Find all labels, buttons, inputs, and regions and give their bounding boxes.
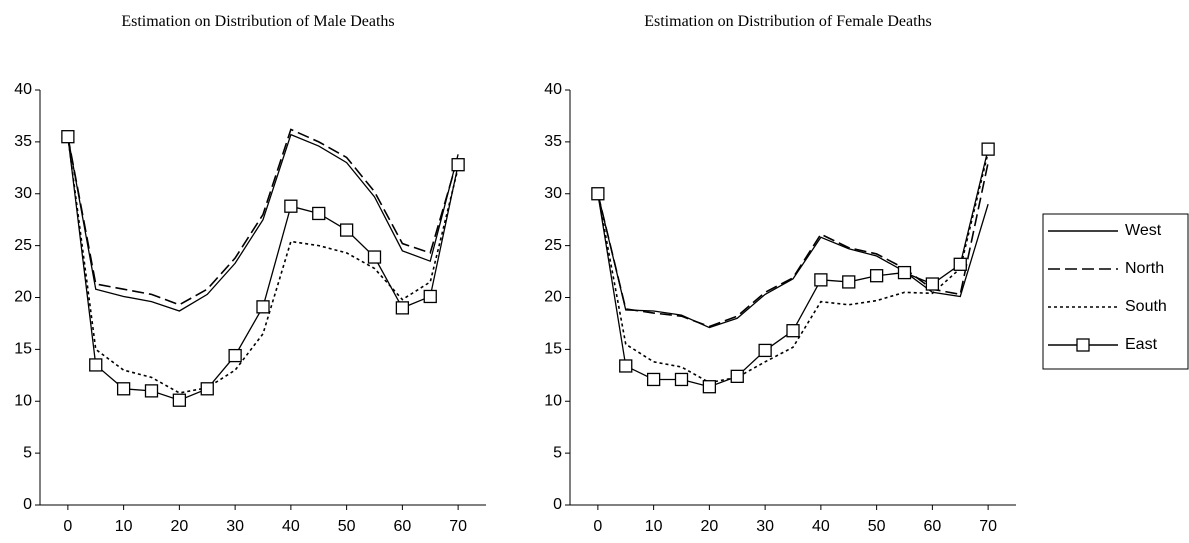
point-marker — [395, 301, 410, 315]
x-tick-label: 50 — [338, 518, 356, 535]
series-line — [597, 162, 989, 328]
chart-title: Estimation on Distribution of Female Dea… — [644, 13, 932, 30]
series-line — [597, 148, 989, 388]
chart-title: Estimation on Distribution of Male Death… — [121, 13, 394, 30]
series-line — [67, 128, 459, 306]
point-marker — [925, 277, 940, 291]
point-marker — [702, 380, 717, 394]
point-marker — [646, 372, 661, 387]
legend-label: East — [1125, 336, 1158, 353]
x-tick-label: 60 — [393, 518, 411, 535]
point-marker — [674, 372, 689, 387]
y-tick-label: 5 — [553, 444, 562, 461]
x-tick-label: 10 — [645, 518, 663, 535]
point-marker — [842, 275, 856, 289]
legend-label: South — [1125, 298, 1167, 315]
x-tick-label: 40 — [812, 518, 830, 535]
series-line — [67, 136, 459, 401]
point-marker — [200, 382, 214, 396]
y-tick-label: 35 — [544, 133, 562, 150]
x-tick-label: 70 — [449, 518, 467, 535]
point-marker — [256, 300, 270, 314]
x-tick-label: 20 — [700, 518, 718, 535]
point-marker — [61, 130, 75, 144]
point-marker — [144, 384, 159, 398]
y-tick-label: 10 — [544, 392, 562, 409]
x-tick-label: 0 — [63, 518, 72, 535]
point-marker — [116, 382, 131, 396]
y-tick-label: 15 — [14, 341, 32, 358]
x-tick-label: 30 — [756, 518, 774, 535]
x-tick-label: 70 — [979, 518, 997, 535]
point-marker — [367, 250, 382, 264]
y-tick-label: 20 — [14, 289, 32, 306]
y-tick-label: 10 — [14, 392, 32, 409]
legend-marker — [1076, 338, 1090, 352]
point-marker — [423, 289, 437, 304]
point-marker — [786, 324, 800, 338]
point-marker — [339, 223, 354, 237]
point-marker — [758, 343, 772, 358]
series-line — [67, 136, 459, 394]
point-marker — [814, 273, 828, 287]
point-marker — [591, 187, 605, 201]
x-tick-label: 40 — [282, 518, 300, 535]
y-tick-label: 30 — [14, 185, 32, 202]
y-tick-label: 15 — [544, 341, 562, 358]
y-tick-label: 35 — [14, 133, 32, 150]
x-tick-label: 20 — [170, 518, 188, 535]
point-marker — [312, 206, 326, 221]
point-marker — [228, 348, 242, 363]
point-marker — [869, 269, 884, 283]
y-tick-label: 40 — [14, 81, 32, 98]
point-marker — [730, 369, 744, 384]
point-marker — [619, 359, 633, 373]
point-marker — [172, 393, 187, 407]
series-line — [597, 152, 989, 384]
y-tick-label: 0 — [23, 496, 32, 513]
point-marker — [284, 199, 298, 213]
point-marker — [897, 265, 912, 280]
y-tick-label: 30 — [544, 185, 562, 202]
y-tick-label: 0 — [553, 496, 562, 513]
y-tick-label: 25 — [544, 237, 562, 254]
series-line — [597, 193, 989, 329]
x-tick-label: 10 — [115, 518, 133, 535]
y-tick-label: 25 — [14, 237, 32, 254]
point-marker — [451, 158, 465, 172]
x-tick-label: 0 — [593, 518, 602, 535]
x-tick-label: 60 — [923, 518, 941, 535]
series-line — [67, 133, 459, 312]
legend-box — [1042, 213, 1189, 370]
x-tick-label: 30 — [226, 518, 244, 535]
point-marker — [953, 257, 967, 271]
y-tick-label: 20 — [544, 289, 562, 306]
legend-label: North — [1125, 260, 1164, 277]
legend-label: West — [1125, 222, 1162, 239]
point-marker — [981, 142, 995, 156]
title-line: Estimation on Distribution of Male Death… — [121, 13, 394, 30]
y-tick-label: 40 — [544, 81, 562, 98]
y-tick-label: 5 — [23, 444, 32, 461]
point-marker — [89, 358, 103, 372]
title-line: Estimation on Distribution of Female Dea… — [644, 13, 932, 30]
x-tick-label: 50 — [868, 518, 886, 535]
